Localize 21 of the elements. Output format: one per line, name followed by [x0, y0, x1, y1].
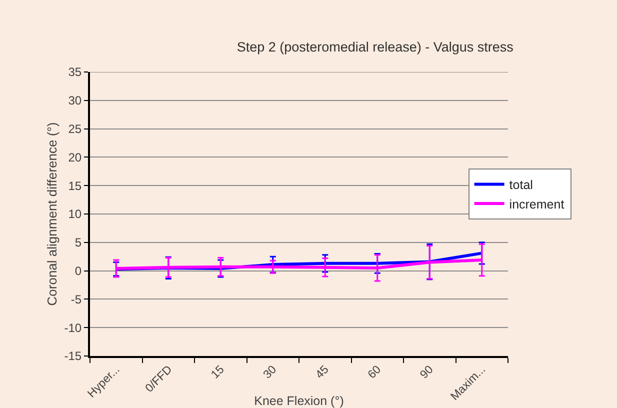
- y-tick-label: 15: [68, 178, 82, 193]
- x-tick-label: 60: [366, 364, 384, 382]
- y-tick-label: -15: [64, 349, 82, 364]
- chart-title: Step 2 (posteromedial release) - Valgus stress: [236, 40, 514, 55]
- y-tick-label: -5: [70, 292, 82, 306]
- y-axis-title: Coronal alignment difference (°): [44, 122, 60, 306]
- y-tick-label: 0: [74, 264, 82, 278]
- y-tick-label: 20: [68, 150, 82, 164]
- y-tick-label: -10: [64, 320, 82, 335]
- x-axis-title: Knee Flexion (°): [254, 394, 344, 408]
- x-tick-label: 90: [418, 364, 436, 382]
- y-tick-label: 25: [68, 122, 82, 136]
- x-tick-label: 30: [262, 364, 280, 382]
- legend-label: total: [509, 178, 533, 192]
- x-tick-label: 15: [209, 364, 227, 382]
- y-tick-label: 35: [68, 65, 82, 80]
- y-tick-label: 10: [68, 207, 82, 222]
- legend-label: increment: [509, 197, 565, 212]
- y-tick-label: 5: [74, 236, 82, 250]
- x-tick-label: 45: [314, 364, 332, 382]
- y-tick-label: 30: [68, 94, 82, 108]
